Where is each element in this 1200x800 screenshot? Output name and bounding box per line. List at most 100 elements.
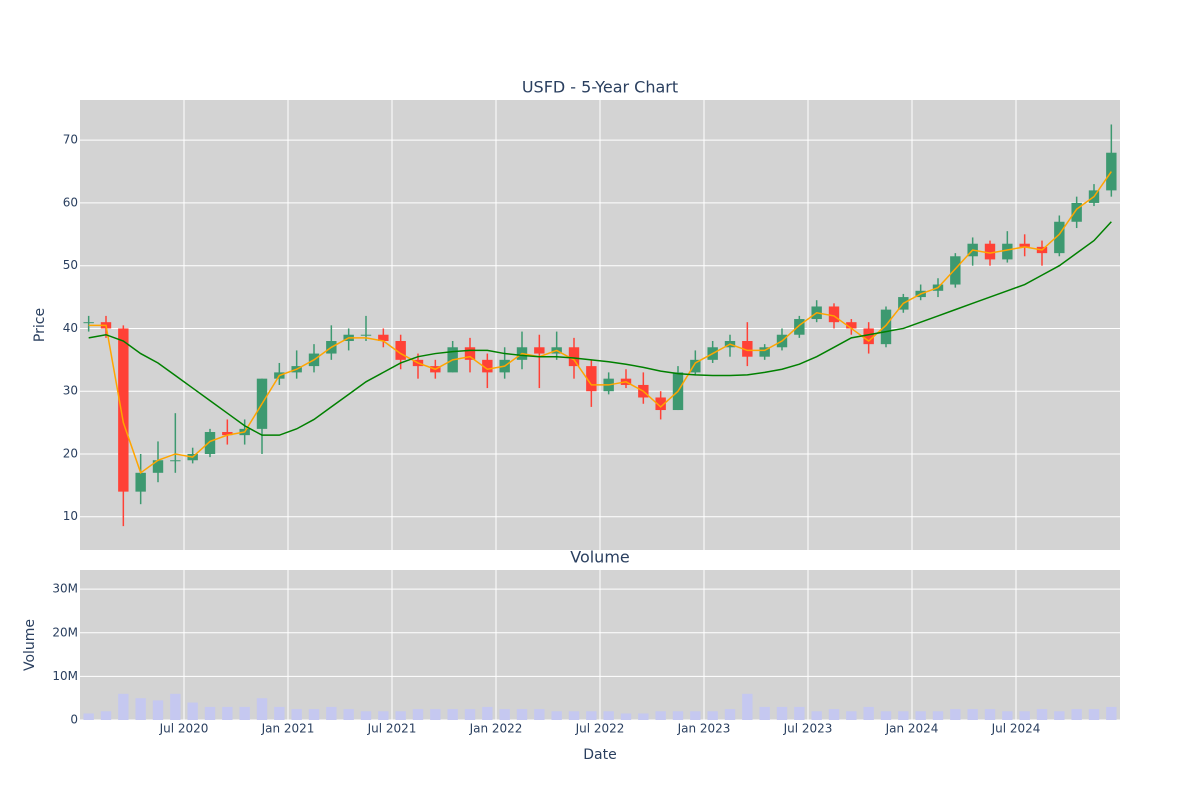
volume-bar <box>984 709 996 720</box>
candle-body <box>742 341 753 357</box>
volume-bar <box>222 706 233 720</box>
candle-body <box>1002 243 1013 260</box>
moving-average <box>88 171 1112 475</box>
volume-bar <box>482 706 493 720</box>
volume-bar <box>256 698 268 720</box>
candle-body <box>152 460 164 473</box>
volume-bar <box>863 706 874 720</box>
y-tick-label: 10 <box>63 509 78 523</box>
candle-body <box>880 309 892 345</box>
volume-bar <box>187 702 198 720</box>
volume-bar <box>170 693 181 720</box>
volume-bar <box>1019 711 1030 720</box>
candle-body <box>846 322 857 329</box>
candle-body <box>482 359 493 373</box>
volume-bar <box>430 709 441 720</box>
volume-bar <box>898 711 909 720</box>
volume-axis-label: Volume <box>22 619 38 671</box>
volume-bar <box>707 711 718 720</box>
volume-bar <box>118 693 129 720</box>
volume-bar <box>776 706 788 720</box>
candle-body <box>586 366 597 392</box>
volume-bar <box>534 709 545 720</box>
x-tick-label: Jul 2023 <box>783 722 833 736</box>
volume-bar <box>603 711 614 720</box>
y-tick-label: 30 <box>63 384 78 398</box>
volume-bar <box>690 711 701 720</box>
y-tick-label: 0 <box>70 713 78 727</box>
volume-bar <box>586 711 597 720</box>
y-axis-label: Price <box>32 308 48 342</box>
volume-bar <box>811 711 822 720</box>
volume-bar <box>100 711 112 720</box>
x-tick-label: Jan 2024 <box>885 722 939 736</box>
candle-body <box>222 432 233 436</box>
candle-body <box>794 319 805 335</box>
volume-bar <box>274 706 285 720</box>
candle-body <box>863 328 874 345</box>
candle-body <box>378 334 389 342</box>
volume-bar <box>360 711 372 720</box>
volume-bar <box>464 709 476 720</box>
candle-body <box>950 256 961 285</box>
volume-bar <box>1088 709 1100 720</box>
candle-body <box>655 397 666 411</box>
volume-bar <box>950 709 961 720</box>
volume-bar <box>343 709 354 720</box>
volume-bar <box>759 706 770 720</box>
volume-bar <box>1054 711 1065 720</box>
chart-title: USFD - 5-Year Chart <box>522 78 678 97</box>
volume-bar <box>412 709 424 720</box>
candle-body <box>690 359 701 373</box>
volume-bar <box>846 711 857 720</box>
x-tick-label: Jan 2022 <box>469 722 523 736</box>
candle-body <box>135 472 146 492</box>
volume-bar <box>83 713 94 720</box>
y-tick-label: 70 <box>63 133 78 147</box>
candle-body <box>1019 243 1030 247</box>
volume-bar <box>152 700 164 720</box>
y-tick-label: 20 <box>63 446 78 460</box>
candle-body <box>170 460 181 462</box>
moving-average <box>88 221 1112 436</box>
volume-bar <box>742 693 753 720</box>
volume-title: Volume <box>570 548 630 567</box>
volume-bar <box>551 711 562 720</box>
x-tick-label: Jan 2023 <box>677 722 731 736</box>
volume-bar <box>291 709 302 720</box>
volume-bar <box>378 711 389 720</box>
candle-body <box>360 334 372 336</box>
volume-bar <box>395 711 406 720</box>
x-tick-label: Jul 2021 <box>367 722 417 736</box>
candle-body <box>204 432 216 454</box>
volume-bar <box>1036 709 1048 720</box>
volume-bar <box>620 713 632 720</box>
y-tick-label: 50 <box>63 258 78 272</box>
candle-body <box>464 347 476 360</box>
y-tick-label: 30M <box>52 582 78 596</box>
y-tick-label: 40 <box>63 321 78 335</box>
x-tick-label: Jul 2020 <box>159 722 209 736</box>
x-tick-label: Jul 2024 <box>991 722 1041 736</box>
candle-body <box>984 243 996 260</box>
volume-bar <box>828 709 840 720</box>
volume-bar <box>1002 711 1013 720</box>
volume-bar <box>239 706 250 720</box>
volume-bar <box>880 711 892 720</box>
volume-bar <box>135 698 146 720</box>
volume-bar <box>672 711 684 720</box>
candle-body <box>1071 202 1082 222</box>
volume-bar <box>724 709 736 720</box>
candle-body <box>395 341 406 360</box>
volume-bar <box>326 706 337 720</box>
x-tick-label: Jul 2022 <box>575 722 625 736</box>
volume-bar <box>499 709 510 720</box>
volume-bar <box>447 709 458 720</box>
volume-bar <box>308 709 320 720</box>
volume-bar <box>1071 709 1082 720</box>
candle-body <box>118 328 129 492</box>
y-tick-label: 20M <box>52 625 78 639</box>
volume-bar <box>915 711 926 720</box>
volume-bar <box>967 709 978 720</box>
